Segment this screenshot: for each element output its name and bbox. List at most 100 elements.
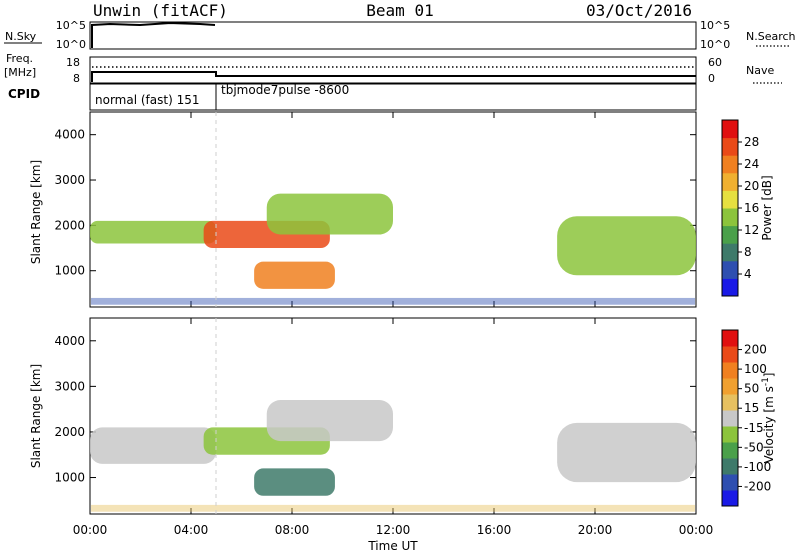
power-y-tick-label: 1000 xyxy=(54,264,85,278)
power-colorbar-tick-label: 24 xyxy=(744,157,759,171)
velocity-colorbar-tick-label: 15 xyxy=(744,401,759,415)
power-colorbar-segment xyxy=(722,208,738,227)
power-colorbar-segment xyxy=(722,243,738,262)
velocity-colorbar-tick-label: 100 xyxy=(744,362,767,376)
velocity-x-tick-label: 16:00 xyxy=(477,523,512,537)
station-title: Unwin (fitACF) xyxy=(93,1,228,20)
freq-label: Freq. xyxy=(6,52,33,65)
freq-unit-label: [MHz] xyxy=(4,66,36,79)
velocity-colorbar-segment xyxy=(722,394,738,411)
velocity-y-tick-label: 4000 xyxy=(54,334,85,348)
velocity-colorbar-segment xyxy=(722,426,738,443)
power-colorbar-segment xyxy=(722,137,738,156)
power-colorbar-tick-label: 16 xyxy=(744,201,759,215)
power-echo-features xyxy=(90,193,696,305)
velocity-colorbar-tick-label: 200 xyxy=(744,343,767,357)
nsearch-tick-bottom: 10^0 xyxy=(700,38,730,51)
x-axis-label: Time UT xyxy=(367,539,418,553)
nave-tick-bottom: 0 xyxy=(708,72,715,85)
velocity-feature-low-arc xyxy=(254,468,335,496)
power-colorbar-tick-label: 28 xyxy=(744,135,759,149)
power-colorbar-segment xyxy=(722,260,738,279)
power-y-axis: 1000 2000 3000 4000 xyxy=(54,128,696,278)
nave-tick-top: 60 xyxy=(708,56,722,69)
beam-title: Beam 01 xyxy=(366,1,433,20)
velocity-feature-evening-band xyxy=(557,422,696,483)
nsky-tick-bottom: 10^0 xyxy=(56,38,86,51)
power-colorbar-ticks: 4 8 12 16 20 24 28 xyxy=(738,135,759,281)
power-y-tick-label: 4000 xyxy=(54,128,85,142)
power-y-tick-label: 3000 xyxy=(54,173,85,187)
velocity-ground-scatter xyxy=(91,504,695,512)
power-feature-low-arc xyxy=(254,261,335,289)
cpid-label: CPID xyxy=(8,87,40,101)
power-colorbar-segment xyxy=(722,190,738,209)
velocity-colorbar-segment xyxy=(722,474,738,491)
power-colorbar-tick-label: 20 xyxy=(744,179,759,193)
power-colorbar-tick-label: 4 xyxy=(744,267,752,281)
velocity-colorbar-frame xyxy=(721,329,739,507)
power-colorbar-tick-label: 8 xyxy=(744,245,752,259)
velocity-colorbar-label: Velocity [m s-1] xyxy=(761,373,776,464)
velocity-y-axis: 1000 2000 3000 4000 xyxy=(54,334,696,485)
power-colorbar-segment xyxy=(722,155,738,174)
velocity-y-axis-label: Slant Range [km] xyxy=(29,364,43,468)
power-feature-rising-band xyxy=(266,193,393,235)
velocity-x-tick-label: 00:00 xyxy=(73,523,108,537)
velocity-echo-features xyxy=(90,400,696,512)
power-y-tick-label: 2000 xyxy=(54,218,85,232)
power-y-axis-label: Slant Range [km] xyxy=(29,160,43,264)
velocity-colorbar-segment xyxy=(722,346,738,363)
nsky-panel-frame xyxy=(89,21,697,50)
velocity-colorbar-segment xyxy=(722,410,738,427)
velocity-x-tick-label: 04:00 xyxy=(174,523,209,537)
freq-tick-bottom: 8 xyxy=(73,72,80,85)
velocity-colorbar-tick-label: -100 xyxy=(744,460,771,474)
velocity-colorbar-tick-label: -200 xyxy=(744,479,771,493)
power-colorbar-label: Power [dB] xyxy=(760,175,774,240)
cpid-panel-frame xyxy=(89,83,697,111)
power-colorbar-segment xyxy=(722,172,738,191)
power-colorbar-segment xyxy=(722,278,738,297)
date-title: 03/Oct/2016 xyxy=(586,1,692,20)
velocity-y-tick-label: 2000 xyxy=(54,425,85,439)
velocity-y-tick-label: 1000 xyxy=(54,471,85,485)
velocity-feature-rising-band xyxy=(266,400,393,442)
freq-tick-top: 18 xyxy=(66,56,80,69)
power-colorbar-segment xyxy=(722,120,738,139)
velocity-colorbar-segment xyxy=(722,458,738,475)
velocity-colorbar-segment xyxy=(722,490,738,507)
nave-label: Nave xyxy=(746,64,774,77)
power-x-axis-ticks xyxy=(89,112,697,307)
velocity-x-tick-label: 12:00 xyxy=(376,523,411,537)
velocity-colorbar-tick-label: 50 xyxy=(744,382,759,396)
velocity-x-axis: 00:00 04:00 08:00 12:00 16:00 20:00 00:00 xyxy=(73,318,714,537)
velocity-colorbar xyxy=(722,330,738,507)
velocity-colorbar-segment xyxy=(722,330,738,347)
nsky-trace xyxy=(91,21,216,48)
velocity-feature-morning-band xyxy=(90,427,217,464)
power-ground-scatter xyxy=(91,297,695,305)
power-colorbar-tick-label: 12 xyxy=(744,223,759,237)
velocity-colorbar-segment xyxy=(722,378,738,395)
nsky-label: N.Sky xyxy=(5,30,37,43)
velocity-x-tick-label: 08:00 xyxy=(275,523,310,537)
velocity-colorbar-tick-label: -15 xyxy=(744,421,764,435)
power-feature-evening-band xyxy=(557,216,696,276)
power-colorbar-segment xyxy=(722,225,738,244)
cpid-mode-2: tbjmode7pulse -8600 xyxy=(221,83,349,97)
freq-panel-frame xyxy=(89,56,697,84)
nsearch-tick-top: 10^5 xyxy=(700,19,730,32)
velocity-colorbar-segment xyxy=(722,442,738,459)
power-colorbar xyxy=(722,120,738,297)
velocity-x-tick-label: 00:00 xyxy=(679,523,714,537)
freq-trace xyxy=(91,71,696,82)
nsky-tick-top: 10^5 xyxy=(56,19,86,32)
cpid-mode-1: normal (fast) 151 xyxy=(95,93,199,107)
power-feature-morning-band xyxy=(90,220,217,244)
velocity-colorbar-ticks: 200 100 50 15 -15 -50 -100 -200 xyxy=(738,343,771,493)
velocity-x-tick-label: 20:00 xyxy=(578,523,613,537)
nsearch-label: N.Search xyxy=(746,30,796,43)
